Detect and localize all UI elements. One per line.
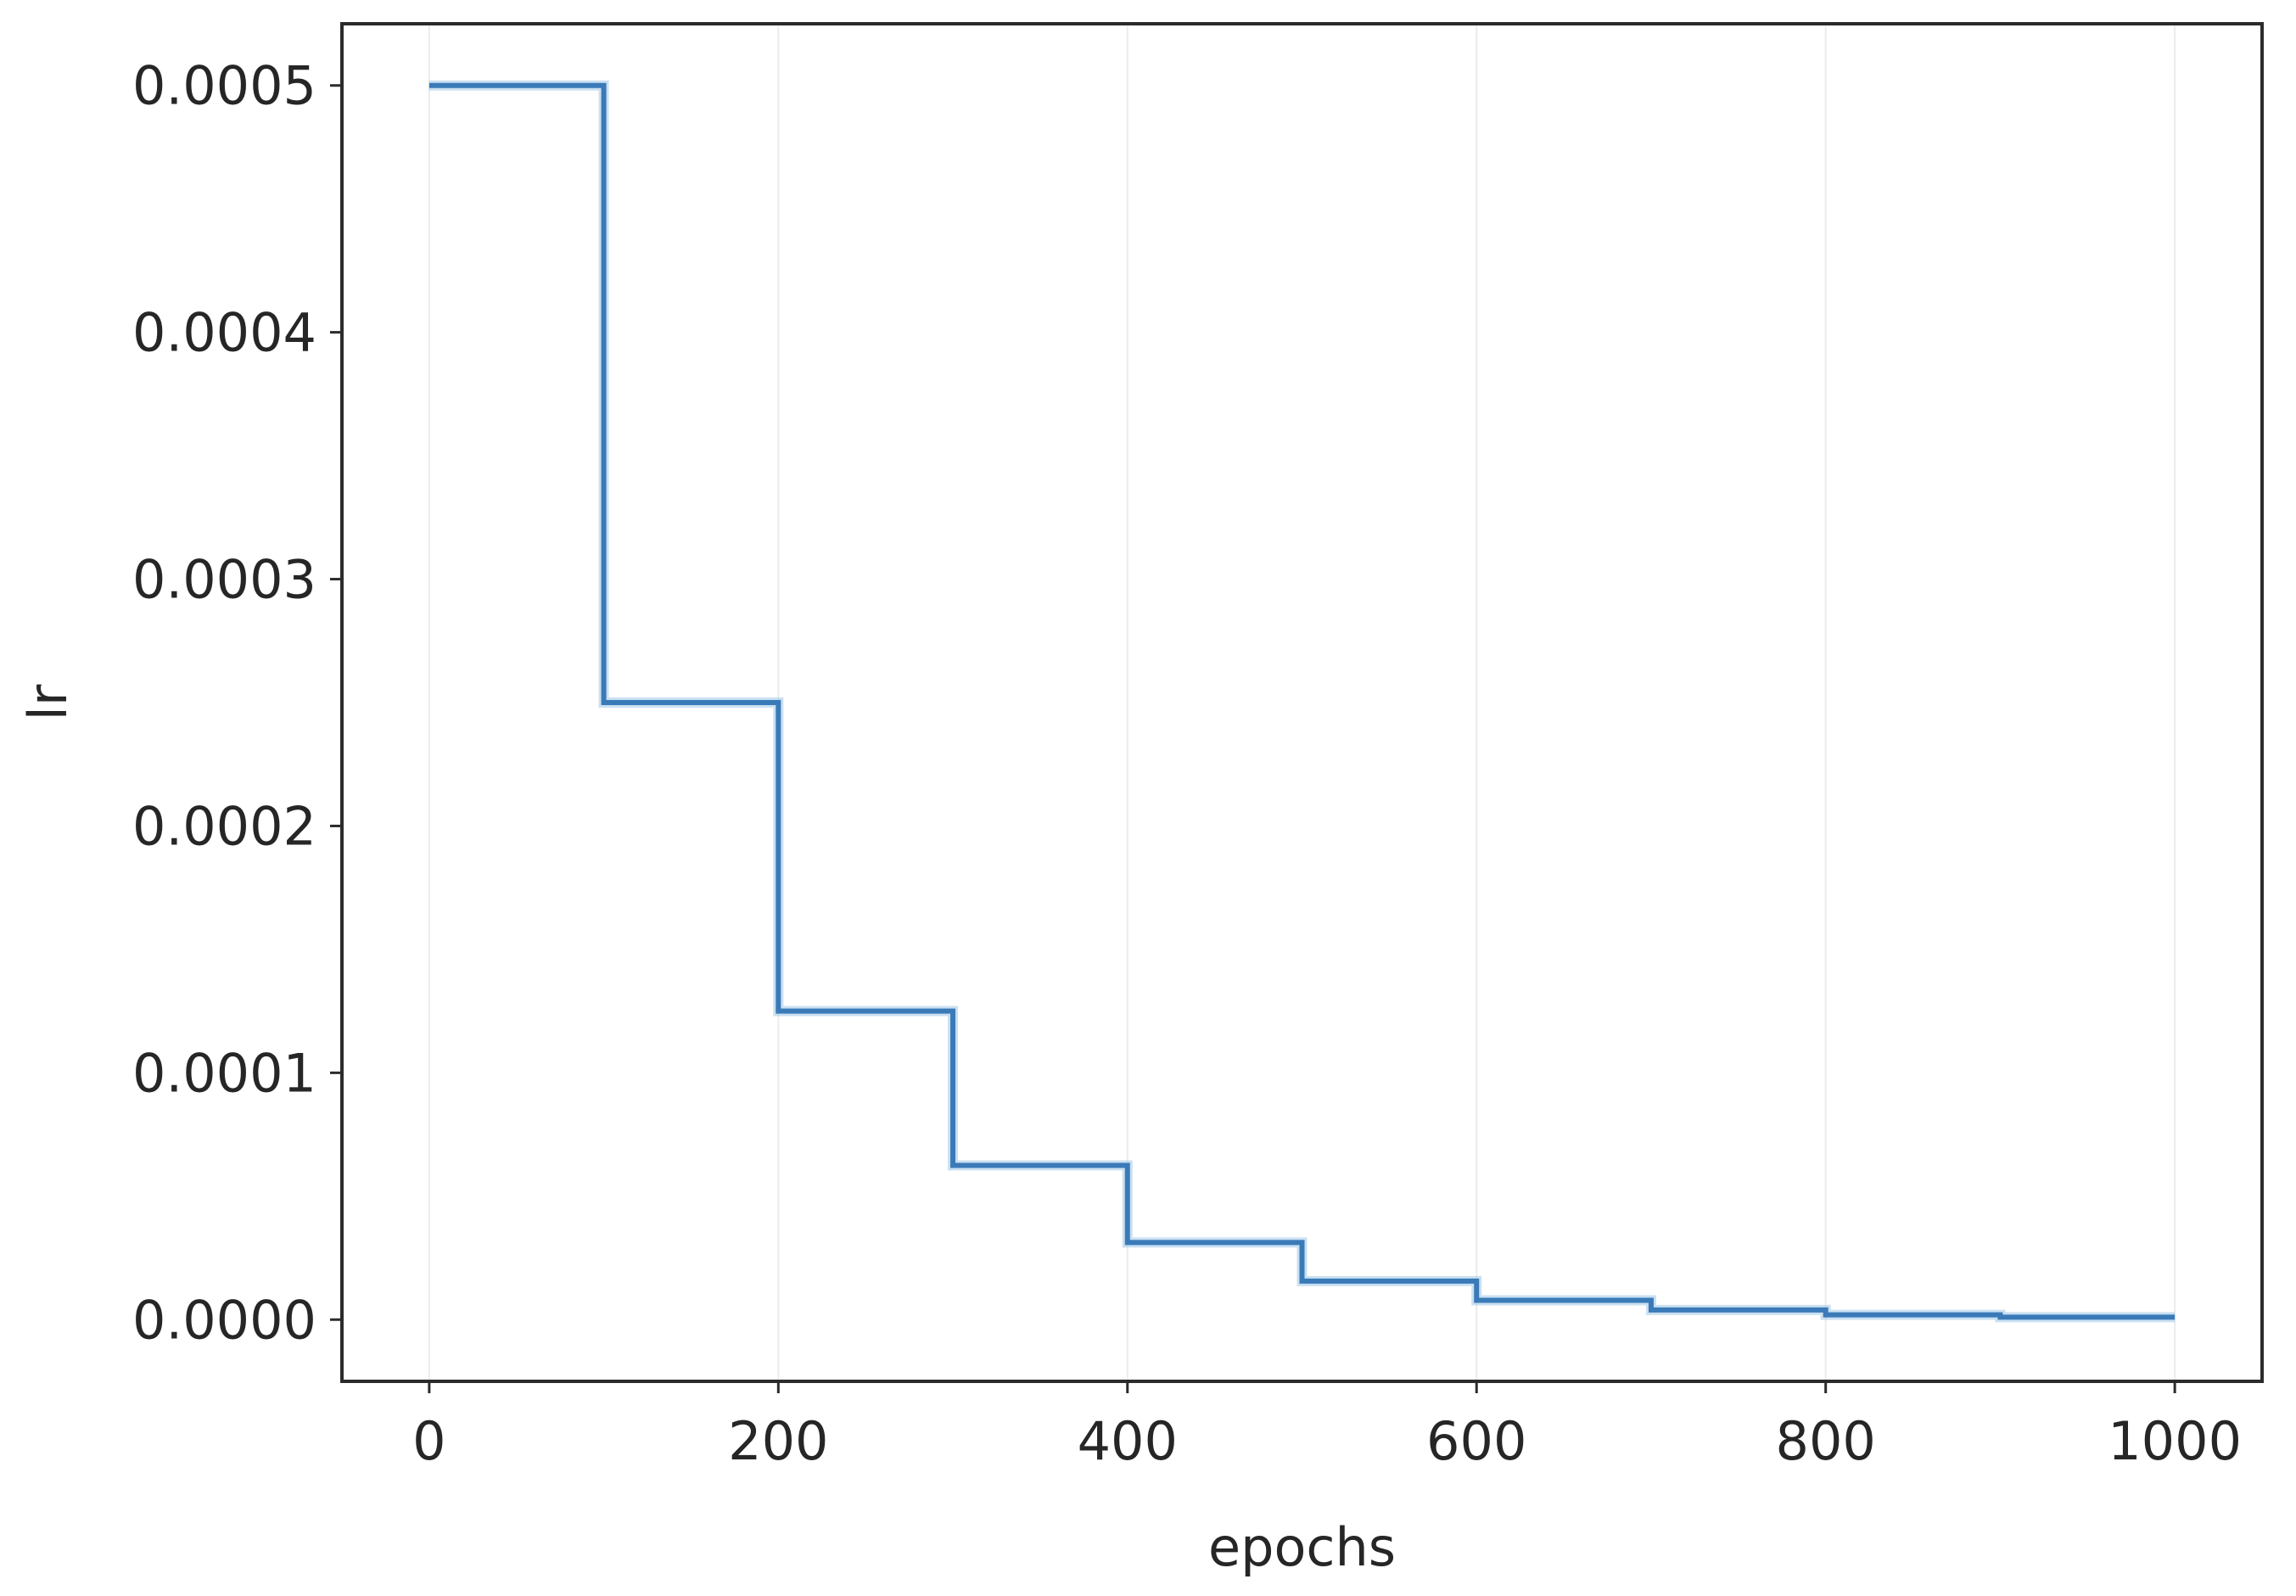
- grid-layer: [428, 24, 2176, 1381]
- y-tick-label-4: 0.0004: [132, 302, 316, 364]
- x-axis-label: epochs: [1208, 1516, 1396, 1578]
- x-tick-label-600: 600: [1426, 1410, 1526, 1472]
- y-axis-label: lr: [17, 684, 79, 720]
- plot-frame: [340, 22, 2264, 1383]
- x-tick-label-200: 200: [728, 1410, 828, 1472]
- x-tick-label-1000: 1000: [2108, 1410, 2242, 1472]
- y-tick-label-3: 0.0003: [132, 549, 316, 611]
- x-tick-label-0: 0: [412, 1410, 445, 1472]
- x-tick-label-400: 400: [1078, 1410, 1178, 1472]
- y-tick-label-1: 0.0001: [132, 1042, 316, 1104]
- y-tick-label-0: 0.0000: [132, 1289, 316, 1351]
- y-tick-label-5: 0.0005: [132, 55, 316, 117]
- x-axis: 0 200 400 600 800 1000: [412, 1381, 2242, 1472]
- x-tick-label-800: 800: [1776, 1410, 1876, 1472]
- series-layer: [428, 80, 2176, 1323]
- y-tick-label-2: 0.0002: [132, 795, 316, 857]
- series-line: [428, 82, 2176, 1320]
- y-axis: 0.0000 0.0001 0.0002 0.0003 0.0004 0.0005: [132, 55, 342, 1351]
